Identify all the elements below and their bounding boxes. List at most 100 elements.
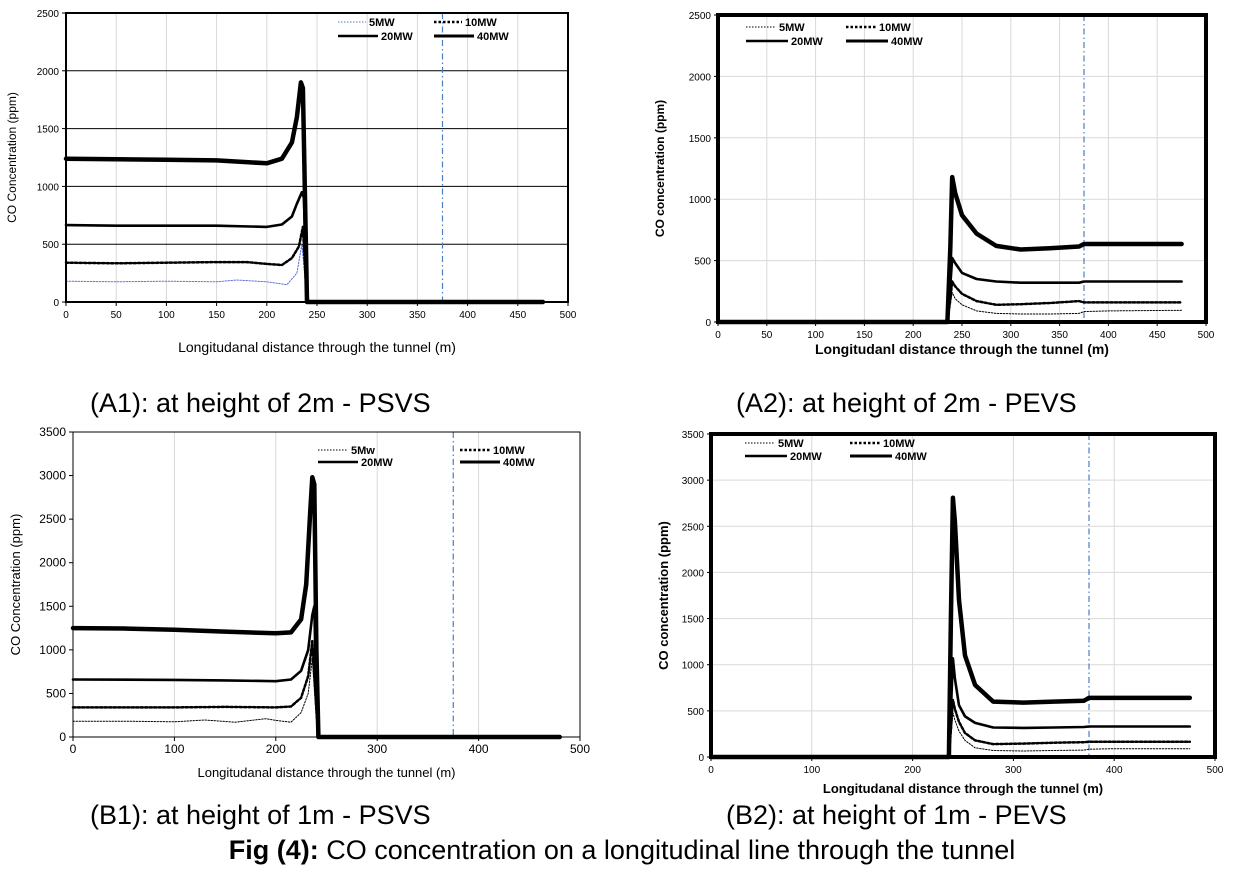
x-tick-label: 0 [715, 330, 721, 341]
x-tick-label: 300 [367, 742, 387, 756]
y-tick-label: 500 [46, 686, 66, 700]
chart-a1: 0 50 100 150 200 250 300 350 400 450 500 0 500 1000 15… [5, 9, 577, 355]
y-tick-label: 2500 [39, 512, 66, 526]
y-tick-label: 1000 [689, 195, 712, 206]
y-tick-label: 1500 [39, 599, 66, 613]
figure-caption: Fig (4): CO concentration on a longitudi… [0, 834, 1244, 866]
x-tick-label: 500 [1198, 330, 1215, 341]
y-axis-label: CO concentration (ppm) [656, 521, 671, 670]
legend-label-40mw: 40MW [895, 451, 927, 463]
x-tick-label: 400 [459, 310, 476, 321]
y-tick-label: 2000 [682, 568, 705, 579]
x-tick-label: 500 [570, 742, 590, 756]
y-tick-label: 0 [698, 753, 704, 764]
x-tick-label: 400 [469, 742, 489, 756]
y-tick-label: 0 [53, 298, 59, 309]
x-tick-label: 200 [258, 310, 275, 321]
x-tick-label: 100 [807, 330, 824, 341]
legend-label-5mw: 5MW [779, 22, 805, 34]
figure-caption-label: Fig (4): [228, 835, 319, 865]
legend-label-10mw: 10MW [465, 17, 497, 29]
plot-frame [72, 431, 581, 738]
x-tick-label: 500 [560, 310, 577, 321]
legend-label-40mw: 40MW [503, 457, 535, 469]
x-tick-label: 100 [164, 742, 184, 756]
x-axis-label: Longitudanal distance through the tunnel… [178, 339, 456, 355]
x-tick-label: 450 [1149, 330, 1166, 341]
y-tick-label: 1500 [682, 615, 705, 626]
x-tick-label: 50 [111, 310, 123, 321]
x-tick-label: 450 [509, 310, 526, 321]
y-tick-label: 0 [705, 318, 711, 329]
y-tick-label: 1000 [682, 661, 705, 672]
x-tick-label: 300 [1005, 765, 1022, 776]
x-tick-label: 400 [1106, 765, 1123, 776]
x-tick-label: 150 [208, 310, 225, 321]
x-tick-label: 400 [1100, 330, 1117, 341]
x-tick-label: 250 [954, 330, 971, 341]
y-tick-label: 2500 [682, 522, 705, 533]
legend-label-20mw: 20MW [361, 457, 393, 469]
y-tick-label: 1000 [37, 182, 60, 193]
x-tick-label: 300 [359, 310, 376, 321]
x-tick-label: 300 [1002, 330, 1019, 341]
plot-frame [709, 432, 1217, 759]
x-tick-label: 100 [158, 310, 175, 321]
y-tick-label: 3500 [39, 425, 66, 439]
y-tick-label: 2000 [689, 72, 712, 83]
series-line-40mw [715, 174, 1184, 325]
y-tick-label: 1000 [39, 643, 66, 657]
x-axis-label: Longitudanl distance through the tunnel … [815, 341, 1109, 357]
x-tick-label: 250 [309, 310, 326, 321]
legend-label-10mw: 10MW [883, 438, 915, 450]
x-tick-label: 350 [1051, 330, 1068, 341]
chart-b1: 0 100 200 300 400 500 0 500 1000 1500 2000 2500 3000… [8, 425, 590, 780]
y-tick-label: 3000 [39, 469, 66, 483]
y-tick-label: 0 [59, 730, 66, 744]
x-tick-label: 50 [761, 330, 773, 341]
chart-b2: 0 100 200 300 400 500 0 500 1000 1500 2000 2500 3000… [656, 430, 1224, 796]
legend-label-5mw: 5MW [369, 17, 395, 29]
legend-label-20mw: 20MW [791, 36, 823, 48]
legend-label-10mw: 10MW [493, 445, 525, 457]
series-line-40mw [63, 80, 546, 305]
panel-caption-a1: (A1): at height of 2m - PSVS [90, 388, 431, 418]
legend-label-20mw: 20MW [790, 451, 822, 463]
y-tick-label: 500 [42, 240, 59, 251]
x-tick-label: 0 [708, 765, 714, 776]
panel-caption-b1: (B1): at height of 1m - PSVS [90, 800, 431, 830]
y-axis-label: CO Concentration (ppm) [5, 92, 19, 223]
y-tick-label: 2500 [689, 11, 712, 22]
y-axis-label: CO concentration (ppm) [653, 100, 667, 237]
legend-label-10mw: 10MW [879, 22, 911, 34]
x-tick-label: 200 [904, 765, 921, 776]
y-tick-label: 2000 [37, 67, 60, 78]
legend-label-5mw: 5Mw [351, 445, 375, 457]
y-tick-label: 3500 [682, 430, 705, 441]
x-axis-label: Longitudanal distance through the tunnel… [197, 765, 455, 780]
y-tick-label: 1500 [689, 134, 712, 145]
y-axis-label: CO Concentration (ppm) [8, 514, 23, 656]
legend-label-40mw: 40MW [477, 31, 509, 43]
panel-caption-a2: (A2): at height of 2m - PEVS [736, 388, 1077, 418]
x-tick-label: 200 [266, 742, 286, 756]
x-tick-label: 350 [409, 310, 426, 321]
x-axis-label: Longitudanal distance through the tunnel… [823, 781, 1103, 796]
y-tick-label: 1500 [37, 125, 60, 136]
x-tick-label: 500 [1207, 765, 1224, 776]
y-tick-label: 500 [687, 707, 704, 718]
legend-label-20mw: 20MW [381, 31, 413, 43]
panel-caption-b2: (B2): at height of 1m - PEVS [726, 800, 1067, 830]
y-tick-label: 2000 [39, 556, 66, 570]
y-tick-label: 500 [694, 257, 711, 268]
x-tick-label: 0 [63, 310, 69, 321]
series-line-40mw [708, 495, 1193, 760]
series-line-40mw [70, 475, 562, 740]
x-tick-label: 0 [70, 742, 77, 756]
legend-label-5mw: 5MW [778, 438, 804, 450]
x-tick-label: 200 [905, 330, 922, 341]
y-tick-label: 2500 [37, 9, 60, 20]
x-tick-label: 150 [856, 330, 873, 341]
y-tick-label: 3000 [682, 476, 705, 487]
